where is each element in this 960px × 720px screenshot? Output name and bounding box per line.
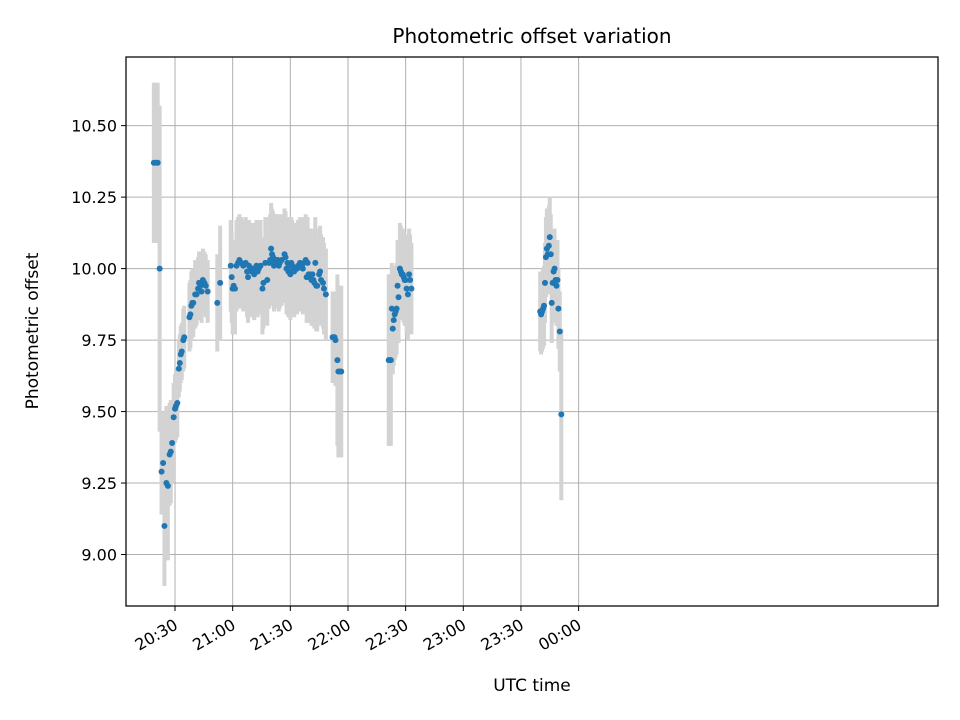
y-tick-label: 10.25 [71,188,117,207]
data-point [161,522,168,529]
data-point [214,299,221,306]
data-point [551,265,558,272]
data-point [174,399,181,406]
data-point [541,302,548,309]
data-point [304,259,311,266]
data-point [170,414,177,421]
data-point [309,271,316,278]
data-point [317,268,324,275]
grid-layer [126,57,938,606]
data-point [553,282,560,289]
data-point [394,282,401,289]
data-point [314,282,321,289]
data-point [167,448,174,455]
data-point [158,468,165,475]
data-point [154,159,161,166]
x-tick-label: 21:00 [189,615,238,655]
y-tick-label: 9.50 [81,403,117,422]
plot-frame [125,56,939,607]
data-point [282,254,289,261]
y-tick-label: 9.75 [81,331,117,350]
data-point [390,317,397,324]
data-point [175,365,182,372]
data-point [257,262,264,269]
data-point [555,305,562,312]
data-point [169,440,176,447]
y-tick-label: 10.00 [71,260,117,279]
data-point [259,285,266,292]
data-point [156,265,163,272]
y-tick-label: 9.25 [81,474,117,493]
data-point [320,285,327,292]
data-point [332,337,339,344]
data-points-layer [150,159,565,529]
data-point [190,299,197,306]
data-point [202,282,209,289]
data-point [554,277,561,284]
y-axis-title: Photometric offset [23,252,43,409]
x-tick-label: 22:30 [362,615,411,655]
data-point [546,234,553,241]
x-tick-label: 20:30 [132,615,181,655]
data-point [193,291,200,298]
data-point [556,328,563,335]
data-point [231,285,238,292]
x-tick-label: 23:00 [420,615,469,655]
data-point [299,265,306,272]
data-point [181,334,188,341]
data-point [217,279,224,286]
y-tick-label: 9.00 [81,546,117,565]
data-point [404,291,411,298]
chart-title: Photometric offset variation [392,24,671,48]
data-point [406,271,413,278]
data-point [558,411,565,418]
error-bars-layer [151,82,564,586]
data-point [264,277,271,284]
data-point [407,277,414,284]
data-point [227,262,234,269]
data-point [164,482,171,489]
data-point [393,305,400,312]
data-point [389,325,396,332]
data-point [198,288,205,295]
data-point [204,288,211,295]
x-tick-label: 22:00 [305,615,354,655]
data-point [245,274,252,281]
x-tick-label: 21:30 [247,615,296,655]
data-point [322,291,329,298]
data-point [334,357,341,364]
y-tick-label: 10.50 [71,117,117,136]
data-point [228,274,235,281]
data-point [268,245,275,252]
data-point [319,279,326,286]
data-point [176,359,183,366]
data-point [408,285,415,292]
data-point [402,277,409,284]
data-point [187,311,194,318]
data-point [403,285,410,292]
data-point [178,348,185,355]
data-point [545,242,552,249]
x-tick-label: 23:30 [478,615,527,655]
data-point [387,357,394,364]
data-point [395,294,402,301]
data-point [312,259,319,266]
data-point [541,279,548,286]
data-point [547,251,554,258]
data-point [548,299,555,306]
x-axis-title: UTC time [493,676,571,696]
data-point [338,368,345,375]
data-point [160,460,167,467]
x-tick-label: 00:00 [535,615,584,655]
